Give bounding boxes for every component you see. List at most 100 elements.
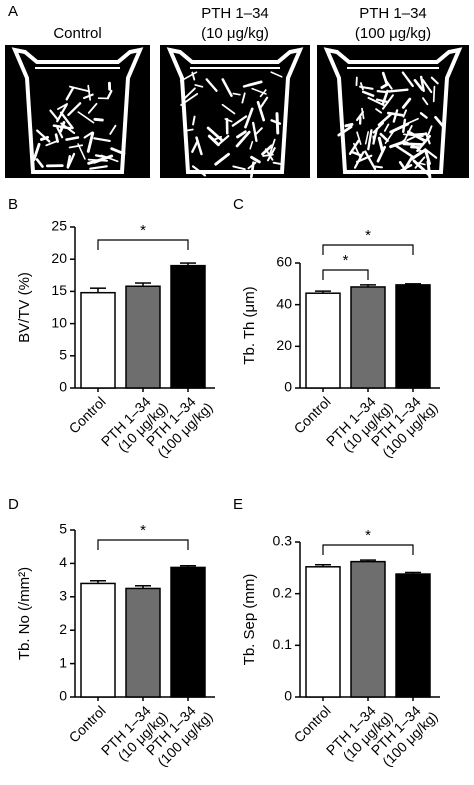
image-label: Control [53,25,101,42]
trabecula [403,155,414,172]
trabecula [394,144,412,157]
bar [305,566,341,698]
trabecula [364,150,377,171]
trabecula [86,131,95,153]
trabecula [389,122,410,134]
trabecula [421,79,433,94]
trabecula [406,130,427,143]
bar [80,291,116,389]
y-tick-label: 0.1 [273,636,293,652]
trabecula [348,139,360,155]
trabecula [191,139,199,153]
significance-label: * [140,222,146,239]
trabecula [406,135,416,142]
trabecula [256,100,266,122]
trabecula [49,109,59,121]
x-tick-label: Control [291,393,334,436]
trabecula [377,136,384,152]
trabecula [361,107,365,120]
trabecula [402,109,408,118]
x-tick-label-group: Control [291,702,334,745]
trabecula [375,98,389,104]
trabecula [247,80,263,87]
trabecula [252,121,258,142]
trabecula [259,96,269,109]
image-label: PTH 1–34 [201,5,269,22]
micro-ct-image [5,45,150,178]
trabecula [401,97,412,109]
bar [125,285,161,389]
trabecula [356,131,362,145]
trabecula [89,165,108,170]
y-axis-label: Tb. No (/mm²) [16,567,33,660]
x-tick-label-group: Control [66,393,109,436]
trabecula [213,135,223,141]
trabecula [426,160,432,181]
trabecula [241,92,246,104]
trabecula [36,129,51,143]
significance-bracket [97,539,189,550]
trabecula [275,112,280,135]
bar [170,264,206,389]
trabecula [376,90,388,94]
trabecula [65,86,75,101]
y-tick-label: 5 [59,521,67,537]
bone-cortex [166,47,304,174]
trabecula [93,117,104,122]
image-label: (100 μg/kg) [355,25,431,42]
y-tick-label: 0.2 [273,584,293,600]
significance-bracket [322,244,414,255]
trabecula [422,97,429,106]
trabecula [361,90,375,97]
trabecula [218,134,230,145]
significance-bracket [322,269,369,280]
panel-label: E [233,496,243,513]
significance-bracket [97,239,189,250]
trabecula [231,115,248,127]
y-tick-label: 15 [51,282,67,298]
trabecula [59,111,74,130]
trabecula [377,112,393,127]
significance-bracket [322,544,414,555]
trabecula [54,133,59,143]
y-tick-label: 20 [51,250,67,266]
trabecula [264,148,274,161]
trabecula [412,159,430,176]
trabecula [100,154,119,163]
y-tick-label: 0 [284,688,292,704]
trabecula [392,109,399,123]
bar [125,587,161,698]
micro-ct-image [160,45,310,179]
trabecula [191,165,207,177]
trabecula [402,139,421,151]
trabecula [180,92,199,106]
trabecula [376,145,387,163]
significance-label: * [343,252,349,269]
trabecula [413,79,424,91]
trabecula [383,123,390,132]
y-tick-label: 25 [51,218,67,234]
trabecula [249,140,254,150]
bar [80,582,116,698]
trabecula [214,152,230,166]
micro-ct-image [317,45,469,181]
trabecula [379,132,389,143]
y-tick-label: 0 [59,688,67,704]
trabecula [259,89,267,98]
trabecula [192,115,196,126]
trabecula [224,118,233,123]
trabecula [262,153,274,157]
trabecula [40,135,50,141]
trabecula [67,102,82,117]
trabecula [387,88,409,93]
trabecula [344,122,354,128]
significance-label: * [140,522,146,539]
y-tick-label: 2 [59,621,67,637]
panel-label: D [8,496,19,513]
trabecula [434,115,446,129]
significance-label: * [365,227,371,244]
trabecula [359,82,364,91]
trabecula [232,165,246,171]
bone-cortex [11,47,144,174]
